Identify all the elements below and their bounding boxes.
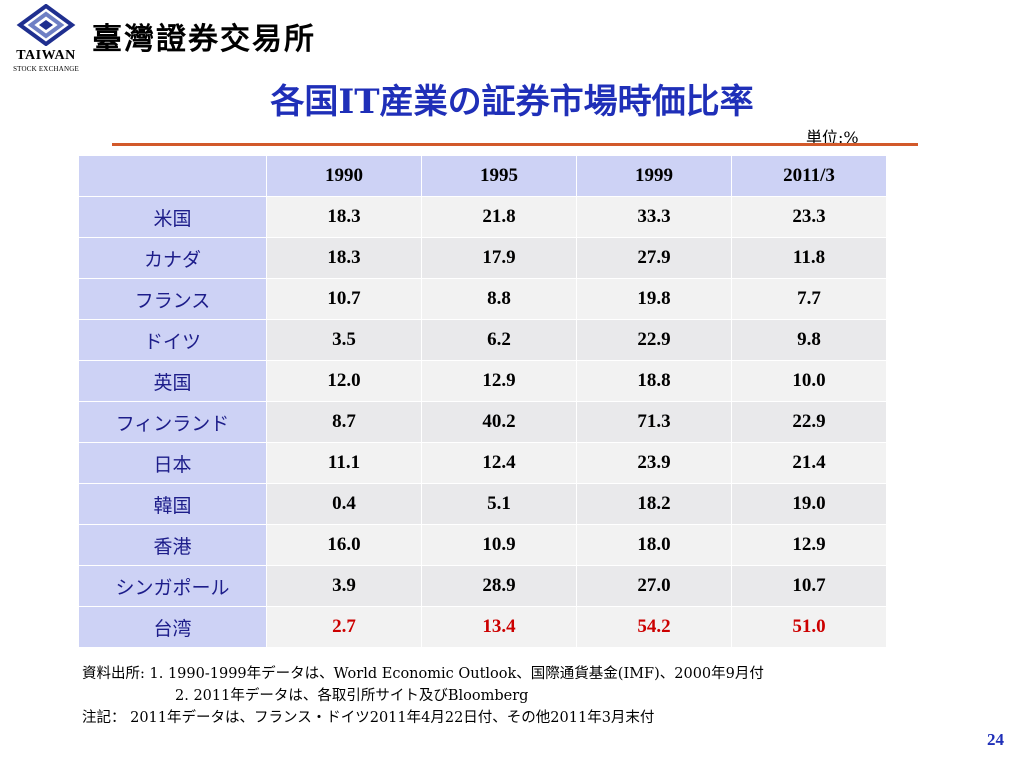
value-cell: 0.4 bbox=[266, 483, 422, 525]
table-row: 日本 11.1 12.4 23.9 21.4 bbox=[78, 442, 887, 484]
value-cell: 18.2 bbox=[576, 483, 732, 525]
source-note-2: 2. 2011年データは、各取引所サイト及びBloomberg bbox=[175, 688, 529, 704]
value-cell: 10.7 bbox=[266, 278, 422, 320]
value-cell: 11.8 bbox=[731, 237, 887, 279]
logo-subtitle: STOCK EXCHANGE bbox=[13, 65, 79, 73]
country-cell: フランス bbox=[78, 278, 267, 320]
table-row: カナダ 18.3 17.9 27.9 11.8 bbox=[78, 237, 887, 279]
value-cell: 17.9 bbox=[421, 237, 577, 279]
country-cell: 韓国 bbox=[78, 483, 267, 525]
table-row: 台湾 2.7 13.4 54.2 51.0 bbox=[78, 606, 887, 648]
table-row: フランス 10.7 8.8 19.8 7.7 bbox=[78, 278, 887, 320]
table-row: 香港 16.0 10.9 18.0 12.9 bbox=[78, 524, 887, 566]
value-cell: 3.5 bbox=[266, 319, 422, 361]
value-cell: 10.9 bbox=[421, 524, 577, 566]
value-cell: 12.9 bbox=[421, 360, 577, 402]
value-cell: 2.7 bbox=[266, 606, 422, 648]
country-cell: ドイツ bbox=[78, 319, 267, 361]
table-row: 英国 12.0 12.9 18.8 10.0 bbox=[78, 360, 887, 402]
value-cell: 22.9 bbox=[731, 401, 887, 443]
value-cell: 11.1 bbox=[266, 442, 422, 484]
column-header: 1995 bbox=[421, 155, 577, 197]
exchange-name: 臺灣證券交易所 bbox=[92, 22, 316, 57]
value-cell: 18.8 bbox=[576, 360, 732, 402]
country-cell: 日本 bbox=[78, 442, 267, 484]
value-cell: 71.3 bbox=[576, 401, 732, 443]
tse-logo: TAIWAN STOCK EXCHANGE bbox=[6, 4, 86, 74]
country-cell: 台湾 bbox=[78, 606, 267, 648]
table-row: 韓国 0.4 5.1 18.2 19.0 bbox=[78, 483, 887, 525]
country-cell: 香港 bbox=[78, 524, 267, 566]
country-cell: 米国 bbox=[78, 196, 267, 238]
value-cell: 27.0 bbox=[576, 565, 732, 607]
market-cap-table: 1990 1995 1999 2011/3 米国 18.3 21.8 33.3 23.3… bbox=[78, 155, 887, 648]
page-title: 各国IT産業の証券市場時価比率 bbox=[270, 82, 754, 122]
unit-label: 単位:% bbox=[806, 128, 859, 147]
source-notes: 資料出所: 1. 1990-1999年データは、World Economic O… bbox=[82, 663, 764, 729]
country-cell: フィンランド bbox=[78, 401, 267, 443]
table-corner-cell bbox=[78, 155, 267, 197]
value-cell: 12.9 bbox=[731, 524, 887, 566]
table-row: フィンランド 8.7 40.2 71.3 22.9 bbox=[78, 401, 887, 443]
value-cell: 18.3 bbox=[266, 196, 422, 238]
value-cell: 3.9 bbox=[266, 565, 422, 607]
value-cell: 8.7 bbox=[266, 401, 422, 443]
page-number: 24 bbox=[987, 730, 1004, 749]
value-cell: 28.9 bbox=[421, 565, 577, 607]
value-cell: 21.4 bbox=[731, 442, 887, 484]
value-cell: 22.9 bbox=[576, 319, 732, 361]
value-cell: 6.2 bbox=[421, 319, 577, 361]
value-cell: 23.3 bbox=[731, 196, 887, 238]
table-row: シンガポール 3.9 28.9 27.0 10.7 bbox=[78, 565, 887, 607]
value-cell: 23.9 bbox=[576, 442, 732, 484]
value-cell: 18.0 bbox=[576, 524, 732, 566]
value-cell: 9.8 bbox=[731, 319, 887, 361]
column-header: 1999 bbox=[576, 155, 732, 197]
country-cell: シンガポール bbox=[78, 565, 267, 607]
table-row: ドイツ 3.5 6.2 22.9 9.8 bbox=[78, 319, 887, 361]
value-cell: 27.9 bbox=[576, 237, 732, 279]
value-cell: 8.8 bbox=[421, 278, 577, 320]
value-cell: 54.2 bbox=[576, 606, 732, 648]
title-divider bbox=[112, 143, 918, 146]
value-cell: 7.7 bbox=[731, 278, 887, 320]
value-cell: 51.0 bbox=[731, 606, 887, 648]
value-cell: 16.0 bbox=[266, 524, 422, 566]
table-header-row: 1990 1995 1999 2011/3 bbox=[78, 155, 887, 197]
value-cell: 13.4 bbox=[421, 606, 577, 648]
value-cell: 10.7 bbox=[731, 565, 887, 607]
value-cell: 18.3 bbox=[266, 237, 422, 279]
value-cell: 19.8 bbox=[576, 278, 732, 320]
logo-name: TAIWAN bbox=[16, 48, 76, 63]
value-cell: 40.2 bbox=[421, 401, 577, 443]
value-cell: 33.3 bbox=[576, 196, 732, 238]
value-cell: 5.1 bbox=[421, 483, 577, 525]
value-cell: 10.0 bbox=[731, 360, 887, 402]
column-header: 2011/3 bbox=[731, 155, 887, 197]
column-header: 1990 bbox=[266, 155, 422, 197]
tse-logo-icon bbox=[16, 4, 76, 46]
value-cell: 12.0 bbox=[266, 360, 422, 402]
country-cell: カナダ bbox=[78, 237, 267, 279]
value-cell: 21.8 bbox=[421, 196, 577, 238]
value-cell: 12.4 bbox=[421, 442, 577, 484]
country-cell: 英国 bbox=[78, 360, 267, 402]
source-note-1: 資料出所: 1. 1990-1999年データは、World Economic O… bbox=[82, 666, 764, 682]
table-row: 米国 18.3 21.8 33.3 23.3 bbox=[78, 196, 887, 238]
remark-note: 注記： 2011年データは、フランス・ドイツ2011年4月22日付、その他201… bbox=[82, 710, 655, 726]
value-cell: 19.0 bbox=[731, 483, 887, 525]
